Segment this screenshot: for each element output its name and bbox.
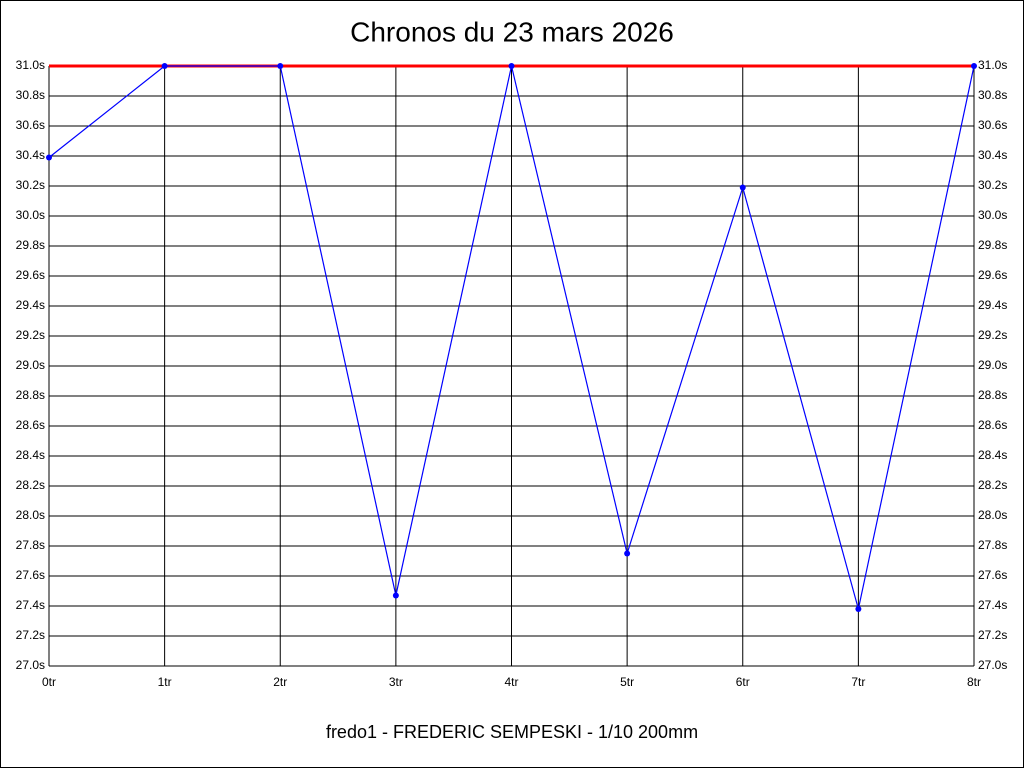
point (624, 550, 631, 557)
y-tick-label: 29.4s (16, 298, 45, 312)
x-tick-label: 3tr (389, 675, 403, 689)
x-tick-label: 4tr (504, 675, 518, 689)
y-tick-label: 31.0s (16, 58, 45, 72)
x-tick-label: 6tr (736, 675, 750, 689)
point (46, 154, 52, 161)
point (739, 184, 746, 191)
y2-tick-label: 30.6s (978, 118, 1007, 132)
point (855, 606, 862, 612)
y2-tick-label: 27.2s (978, 628, 1007, 642)
y2-tick-label: 29.4s (978, 298, 1007, 312)
y2-tick-label: 27.0s (978, 658, 1007, 672)
y2-tick-label: 28.2s (978, 478, 1007, 492)
y-tick-label: 30.0s (16, 208, 45, 222)
point (971, 63, 977, 69)
x-tick-label: 8tr (967, 675, 981, 689)
y-tick-label: 28.0s (16, 508, 45, 522)
x-tick-label: 0tr (42, 675, 56, 689)
y-tick-label: 28.4s (16, 448, 45, 462)
y-tick-label: 29.0s (16, 358, 45, 372)
point (392, 592, 399, 599)
y2-tick-label: 28.4s (978, 448, 1007, 462)
y-tick-label: 27.4s (16, 598, 45, 612)
y-tick-label: 30.4s (16, 148, 45, 162)
y2-tick-label: 28.8s (978, 388, 1007, 402)
y-tick-label: 27.8s (16, 538, 45, 552)
point (508, 63, 515, 69)
y-tick-label: 29.8s (16, 238, 45, 252)
chart-title: Chronos du 23 mars 2026 (350, 16, 674, 47)
y-tick-label: 27.6s (16, 568, 45, 582)
y-tick-label: 28.8s (16, 388, 45, 402)
y2-tick-label: 29.8s (978, 238, 1007, 252)
y2-tick-label: 29.6s (978, 268, 1007, 282)
y2-tick-label: 27.8s (978, 538, 1007, 552)
y-tick-label: 28.6s (16, 418, 45, 432)
y2-tick-label: 29.2s (978, 328, 1007, 342)
y2-tick-label: 30.8s (978, 88, 1007, 102)
y-tick-label: 28.2s (16, 478, 45, 492)
point (277, 63, 284, 69)
y2-tick-label: 28.0s (978, 508, 1007, 522)
y-tick-label: 29.6s (16, 268, 45, 282)
y2-tick-label: 31.0s (978, 58, 1007, 72)
x-tick-label: 1tr (158, 675, 172, 689)
y2-tick-label: 27.6s (978, 568, 1007, 582)
point (161, 63, 168, 69)
y-tick-label: 30.2s (16, 178, 45, 192)
y-tick-label: 27.0s (16, 658, 45, 672)
y2-tick-label: 29.0s (978, 358, 1007, 372)
y2-tick-label: 30.4s (978, 148, 1007, 162)
y-tick-label: 29.2s (16, 328, 45, 342)
y2-tick-label: 27.4s (978, 598, 1007, 612)
x-tick-label: 5tr (620, 675, 634, 689)
y-tick-label: 27.2s (16, 628, 45, 642)
chart-subtitle: fredo1 - FREDERIC SEMPESKI - 1/10 200mm (326, 722, 698, 742)
y2-tick-label: 28.6s (978, 418, 1007, 432)
y2-tick-label: 30.0s (978, 208, 1007, 222)
y-tick-label: 30.8s (16, 88, 45, 102)
y-tick-label: 30.6s (16, 118, 45, 132)
x-tick-label: 7tr (851, 675, 865, 689)
y2-tick-label: 30.2s (978, 178, 1007, 192)
x-tick-label: 2tr (273, 675, 287, 689)
